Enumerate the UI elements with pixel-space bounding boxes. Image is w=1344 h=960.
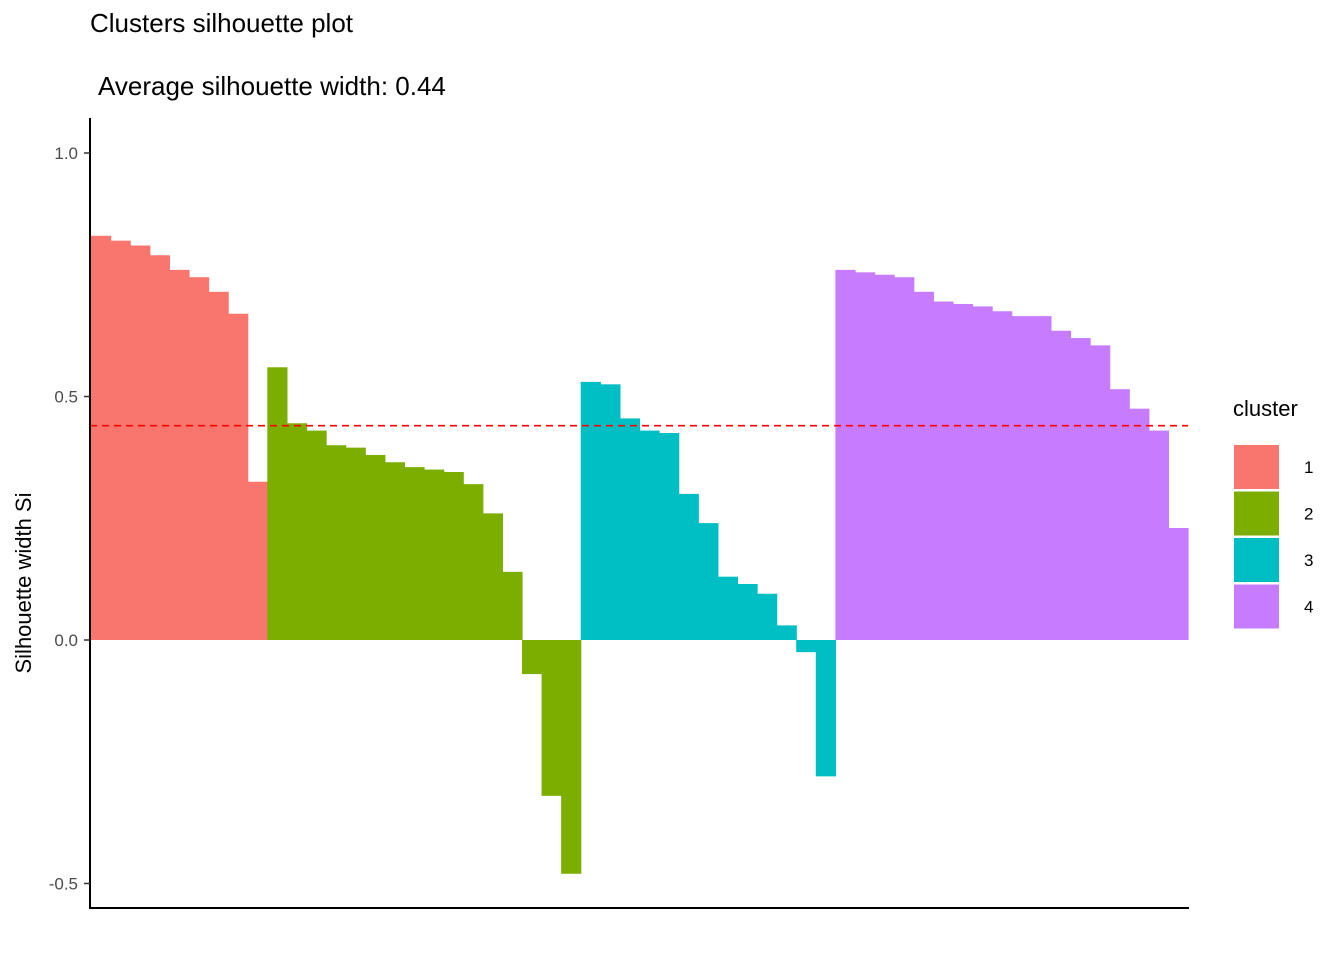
bar-cluster-3 xyxy=(776,625,797,640)
bar-cluster-3 xyxy=(659,433,680,640)
bar-cluster-4 xyxy=(972,306,993,640)
bar-cluster-4 xyxy=(835,269,856,640)
bar-cluster-2 xyxy=(384,462,406,640)
bar-cluster-3 xyxy=(698,523,719,640)
bar-cluster-2 xyxy=(306,430,327,640)
bar-cluster-4 xyxy=(933,301,954,640)
bar-cluster-1 xyxy=(110,240,131,640)
bar-cluster-3 xyxy=(639,430,660,640)
y-axis-label: Silhouette width Si xyxy=(11,493,36,674)
bar-cluster-4 xyxy=(1168,527,1189,640)
bars-group xyxy=(91,235,1189,874)
bar-cluster-4 xyxy=(1148,430,1170,640)
bar-cluster-2 xyxy=(502,571,523,640)
bar-cluster-2 xyxy=(482,513,503,640)
bar-cluster-3 xyxy=(678,493,699,640)
bar-cluster-4 xyxy=(1090,345,1111,640)
y-tick-label: 0.5 xyxy=(54,388,78,407)
bar-cluster-1 xyxy=(169,269,190,640)
bar-cluster-3 xyxy=(757,593,778,640)
bar-cluster-1 xyxy=(208,291,229,640)
y-ticks-group: -0.5 0.0 0.5 1.0 xyxy=(49,144,90,894)
bar-cluster-2 xyxy=(443,471,464,640)
legend-label-3: 3 xyxy=(1304,551,1313,570)
bar-cluster-4 xyxy=(1109,389,1130,640)
bar-cluster-3 xyxy=(580,381,601,640)
y-tick-label: 0.0 xyxy=(54,631,78,650)
bar-cluster-2 xyxy=(463,484,484,640)
axes-group xyxy=(89,118,1189,909)
bar-cluster-3 xyxy=(815,640,836,777)
bar-cluster-2 xyxy=(521,640,543,675)
legend-title: cluster xyxy=(1233,396,1298,421)
legend-key-1 xyxy=(1234,445,1279,489)
bar-cluster-4 xyxy=(1070,338,1091,640)
bar-cluster-2 xyxy=(267,367,288,640)
legend-key-2 xyxy=(1234,491,1279,536)
bar-cluster-1 xyxy=(247,481,268,640)
bar-cluster-2 xyxy=(345,447,366,640)
bar-cluster-3 xyxy=(600,384,621,640)
bar-cluster-4 xyxy=(952,303,974,640)
bar-cluster-4 xyxy=(992,311,1013,640)
legend-key-4 xyxy=(1234,584,1279,629)
bar-cluster-4 xyxy=(1129,408,1150,640)
bar-cluster-1 xyxy=(188,277,210,640)
legend-key-3 xyxy=(1234,538,1279,582)
legend-label-4: 4 xyxy=(1304,598,1313,617)
legend-label-2: 2 xyxy=(1304,505,1313,524)
y-tick-label: 1.0 xyxy=(54,144,78,163)
bar-cluster-2 xyxy=(561,640,582,874)
bar-cluster-4 xyxy=(894,277,915,640)
bar-cluster-4 xyxy=(1050,330,1072,640)
bar-cluster-3 xyxy=(737,584,758,640)
bar-cluster-3 xyxy=(717,576,739,640)
bar-cluster-4 xyxy=(1031,316,1052,640)
bar-cluster-1 xyxy=(149,255,170,640)
bar-cluster-1 xyxy=(130,245,151,640)
legend: cluster 1 2 3 4 xyxy=(1233,396,1313,629)
y-tick-label: -0.5 xyxy=(49,875,78,894)
bar-cluster-4 xyxy=(913,291,934,640)
bar-cluster-2 xyxy=(286,423,308,640)
chart-title: Clusters silhouette plot xyxy=(90,8,354,38)
legend-label-1: 1 xyxy=(1304,458,1313,477)
bar-cluster-1 xyxy=(91,235,112,641)
bar-cluster-2 xyxy=(541,640,562,796)
bar-cluster-2 xyxy=(424,469,445,640)
bar-cluster-1 xyxy=(228,313,249,640)
bar-cluster-2 xyxy=(404,467,425,640)
bar-cluster-3 xyxy=(796,640,817,653)
bar-cluster-2 xyxy=(365,454,386,640)
bar-cluster-4 xyxy=(1011,316,1032,640)
bar-cluster-3 xyxy=(619,418,641,640)
bar-cluster-4 xyxy=(874,274,895,640)
chart-subtitle: Average silhouette width: 0.44 xyxy=(98,71,446,101)
bar-cluster-2 xyxy=(326,445,347,640)
bar-cluster-4 xyxy=(854,272,876,640)
